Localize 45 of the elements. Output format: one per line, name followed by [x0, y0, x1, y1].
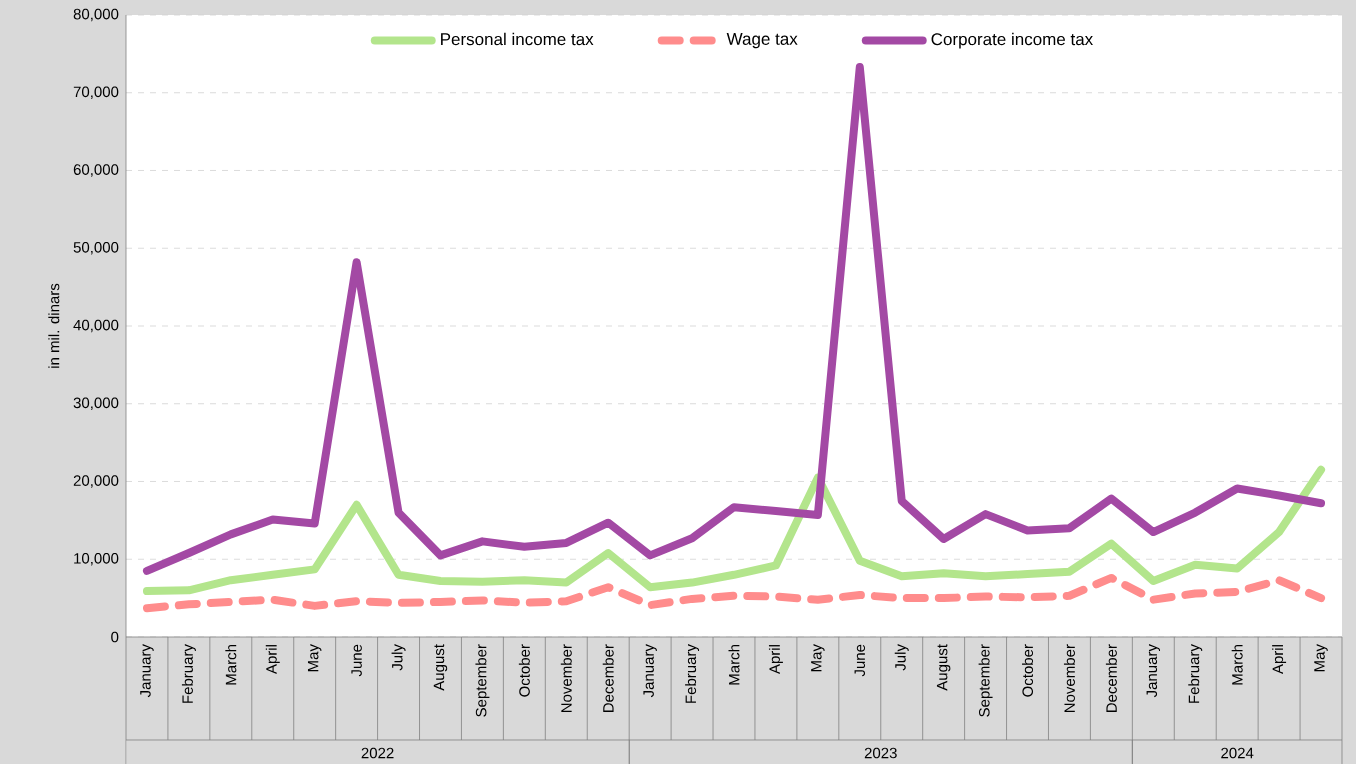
x-tick-label: August	[936, 644, 951, 691]
x-tick-label: February	[181, 644, 196, 703]
x-tick-label: September	[978, 644, 993, 717]
y-tick-label: 20,000	[73, 475, 119, 488]
legend-label: Wage tax	[726, 33, 798, 49]
x-tick-label: June	[854, 644, 866, 677]
y-axis-title: in mil. dinars	[48, 283, 60, 368]
x-tick-label: February	[685, 644, 700, 703]
y-tick-label: 80,000	[73, 8, 119, 22]
y-tick-label: 10,000	[74, 553, 119, 566]
x-tick-label: October	[518, 644, 530, 697]
y-tick-label: 70,000	[73, 86, 119, 99]
y-tick-label: 60,000	[73, 164, 119, 177]
x-tick-label: October	[1022, 644, 1034, 697]
x-tick-label: December	[1105, 644, 1117, 713]
text: 2022	[361, 747, 394, 759]
x-tick-label: July	[894, 644, 909, 671]
x-tick-label: May	[1314, 644, 1328, 672]
x-tick-label: April	[1272, 645, 1287, 675]
x-tick-label: November	[1063, 644, 1075, 713]
x-tick-label: July	[391, 644, 406, 671]
x-tick-label: March	[225, 645, 237, 685]
legend-label: Corporate income tax	[931, 32, 1093, 49]
x-tick-label: September	[475, 644, 490, 717]
x-tick-label: May	[811, 644, 825, 672]
x-tick-label: November	[560, 644, 572, 713]
x-tick-label: January	[643, 644, 657, 698]
y-tick-label: 40,000	[73, 319, 119, 333]
x-tick-label: April	[265, 645, 280, 675]
y-tick-label: 50,000	[73, 242, 119, 255]
y-tick-label: 0	[111, 631, 119, 643]
text: 2023	[864, 747, 897, 759]
text: 2024	[1221, 747, 1254, 759]
x-tick-label: August	[433, 644, 448, 691]
x-tick-label: June	[351, 644, 362, 677]
x-tick-label: December	[602, 644, 614, 713]
x-tick-label: May	[307, 644, 322, 672]
x-tick-label: February	[1188, 644, 1203, 703]
legend-label: Personal income tax	[441, 32, 594, 46]
x-tick-label: March	[728, 645, 740, 685]
x-tick-label: April	[768, 645, 783, 675]
y-tick-label: 30,000	[73, 397, 119, 410]
x-tick-label: January	[140, 644, 154, 698]
x-tick-label: March	[1231, 645, 1243, 685]
x-tick-label: January	[1146, 644, 1161, 698]
